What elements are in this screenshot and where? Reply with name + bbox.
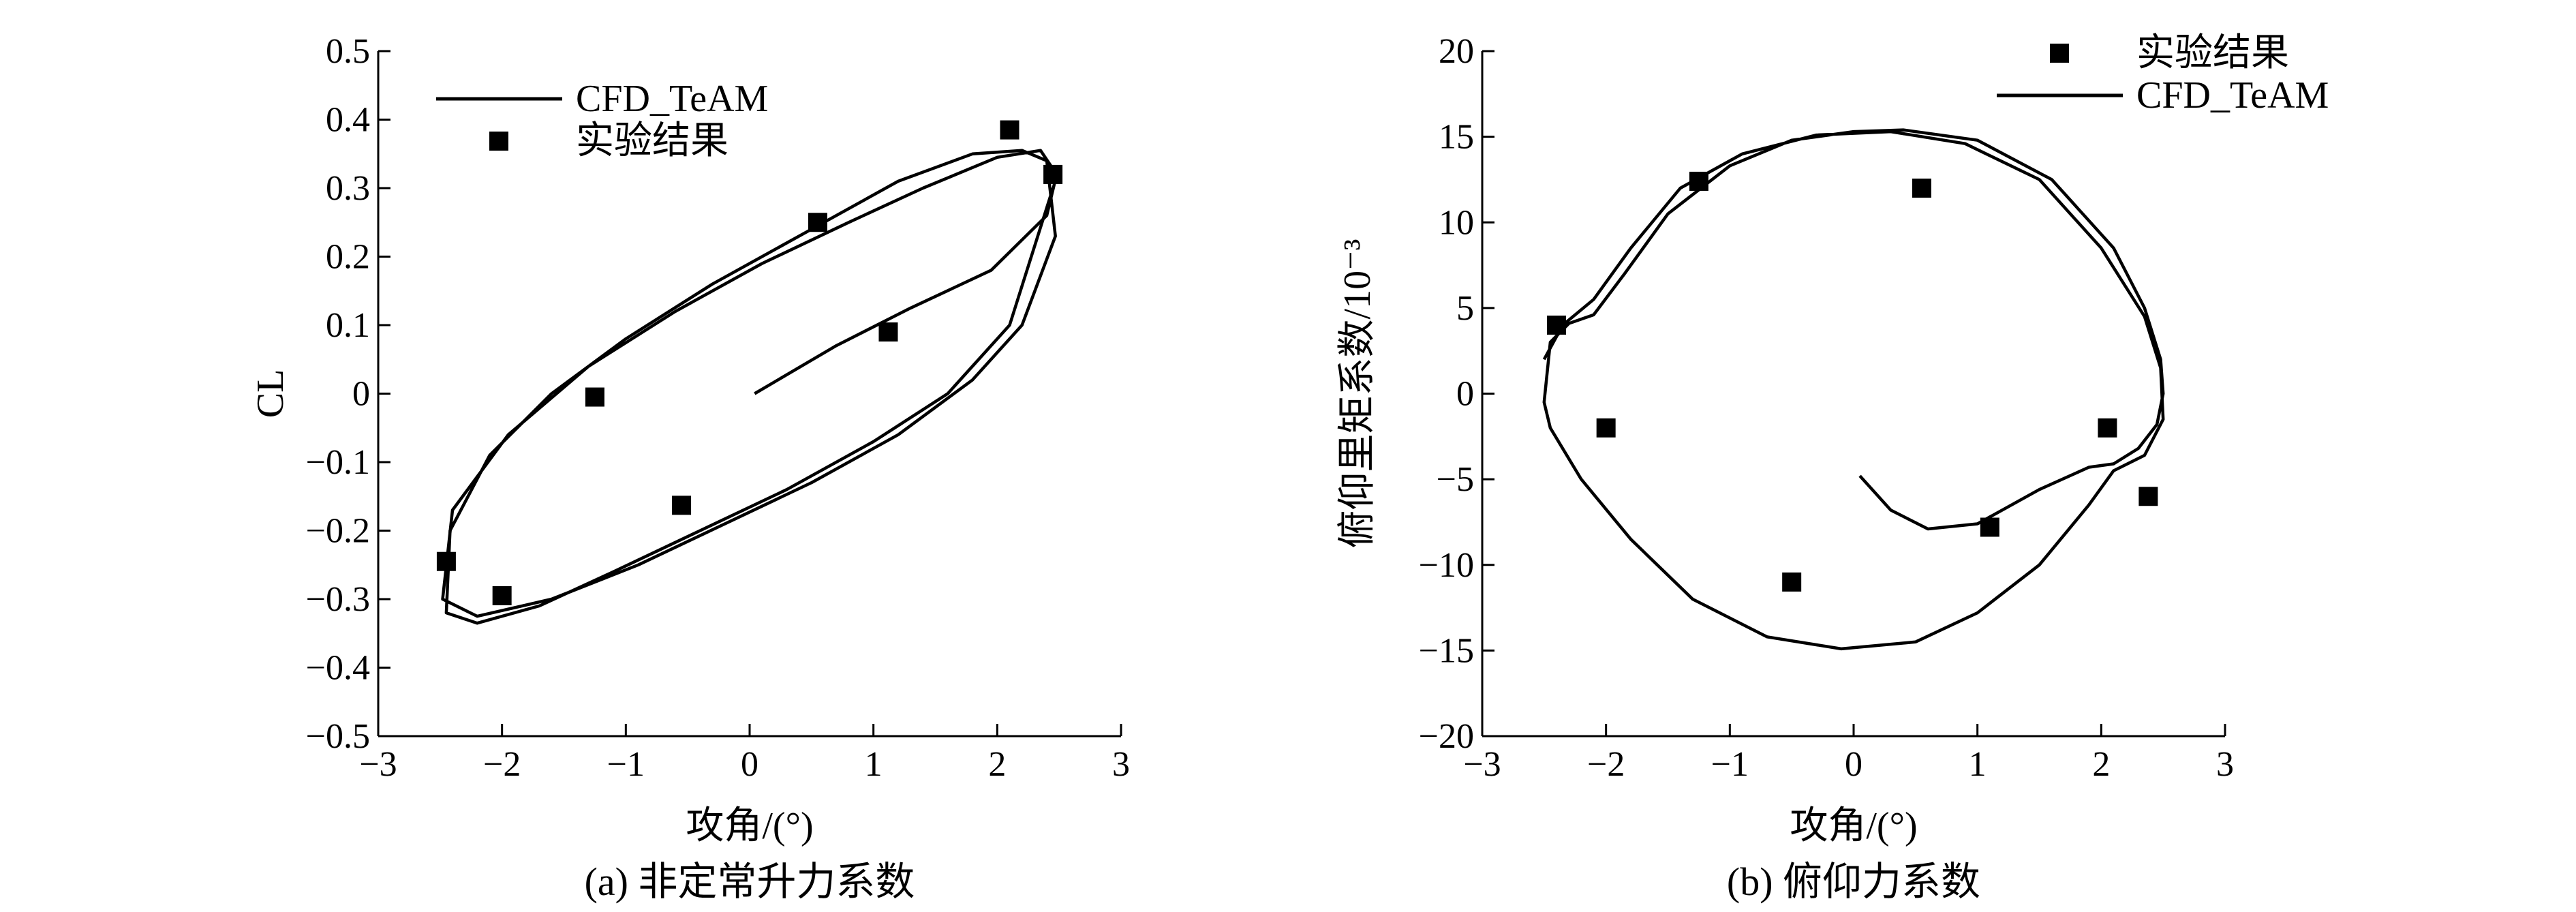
y-tick-label: −0.2 xyxy=(306,512,370,551)
y-tick-label: 0 xyxy=(1456,375,1474,414)
legend-label: CFD_TeAM xyxy=(576,78,768,120)
data-point-experiment xyxy=(2138,487,2158,506)
y-tick-label: 20 xyxy=(1439,32,1474,71)
data-point-experiment xyxy=(1043,164,1063,184)
y-tick-label: −0.1 xyxy=(306,443,370,482)
x-tick-label: 0 xyxy=(1845,745,1862,784)
data-point-experiment xyxy=(1547,316,1566,335)
data-point-experiment xyxy=(436,551,456,571)
x-tick-label: −1 xyxy=(607,745,645,784)
x-tick-label: 0 xyxy=(741,745,758,784)
legend-label: 实验结果 xyxy=(2136,32,2289,74)
y-tick-label: 0 xyxy=(352,375,370,414)
x-tick-label: −3 xyxy=(359,745,397,784)
y-tick-label: 10 xyxy=(1439,203,1474,242)
x-axis-label: 攻角/(°) xyxy=(1790,805,1917,847)
x-tick-label: −3 xyxy=(1463,745,1501,784)
legend-swatch-marker xyxy=(489,132,508,151)
data-point-experiment xyxy=(492,586,512,605)
x-tick-label: −2 xyxy=(1587,745,1625,784)
y-tick-label: 0.3 xyxy=(326,169,370,208)
x-tick-label: 3 xyxy=(2216,745,2234,784)
legend-label: 实验结果 xyxy=(576,120,729,162)
data-point-experiment xyxy=(672,496,692,515)
y-tick-label: −0.4 xyxy=(306,649,370,688)
legend-swatch-marker xyxy=(2050,44,2069,63)
x-tick-label: −2 xyxy=(483,745,521,784)
data-point-experiment xyxy=(2098,418,2117,438)
x-tick-label: 2 xyxy=(2092,745,2110,784)
y-tick-label: −10 xyxy=(1419,546,1474,585)
data-point-experiment xyxy=(878,322,898,342)
data-point-experiment xyxy=(1596,418,1616,438)
data-point-experiment xyxy=(1912,179,1931,198)
y-tick-label: 0.4 xyxy=(326,101,370,140)
chart-caption: (a) 非定常升力系数 xyxy=(585,860,915,904)
data-point-experiment xyxy=(585,387,604,407)
data-point-experiment xyxy=(1782,572,1802,592)
y-tick-label: −0.5 xyxy=(306,717,370,756)
x-tick-label: 1 xyxy=(1969,745,1987,784)
y-tick-label: 15 xyxy=(1439,118,1474,157)
y-tick-label: −5 xyxy=(1437,460,1474,499)
x-tick-label: −1 xyxy=(1711,745,1749,784)
legend-label: CFD_TeAM xyxy=(2136,74,2329,117)
chart-b: −3 −2 −1 0 1 2 320151050−5−10−15−20攻角/(°)俯仰里矩系… xyxy=(1336,32,2329,904)
y-tick-label: −0.3 xyxy=(306,580,370,619)
x-tick-label: 3 xyxy=(1112,745,1130,784)
x-axis-label: 攻角/(°) xyxy=(686,805,813,847)
y-tick-label: −20 xyxy=(1419,717,1474,756)
data-point-experiment xyxy=(1689,171,1708,191)
y-axis-label: CL xyxy=(249,369,292,419)
y-axis-label: 俯仰里矩系数/10⁻³ xyxy=(1336,239,1379,549)
x-tick-label: 1 xyxy=(865,745,883,784)
data-point-experiment xyxy=(1000,120,1019,140)
chart-a: −3 −2 −1 0 1 2 3 0.5 0.4 0.3 0.2 0.1 0 −0.1 −0.2 −0.3 −0… xyxy=(249,32,1130,904)
y-tick-label: 0.5 xyxy=(326,32,370,71)
y-tick-label: 0.2 xyxy=(326,238,370,277)
data-point-experiment xyxy=(808,213,827,232)
series-line-cfd-team xyxy=(441,149,1058,625)
series-line-cfd-team xyxy=(1542,128,2165,651)
y-tick-label: 5 xyxy=(1456,289,1474,328)
data-point-experiment xyxy=(1980,517,1999,537)
y-tick-label: 0.1 xyxy=(326,306,370,345)
chart-caption: (b) 俯仰力系数 xyxy=(1727,860,1980,904)
y-tick-label: −15 xyxy=(1419,631,1474,670)
x-tick-label: 2 xyxy=(988,745,1006,784)
